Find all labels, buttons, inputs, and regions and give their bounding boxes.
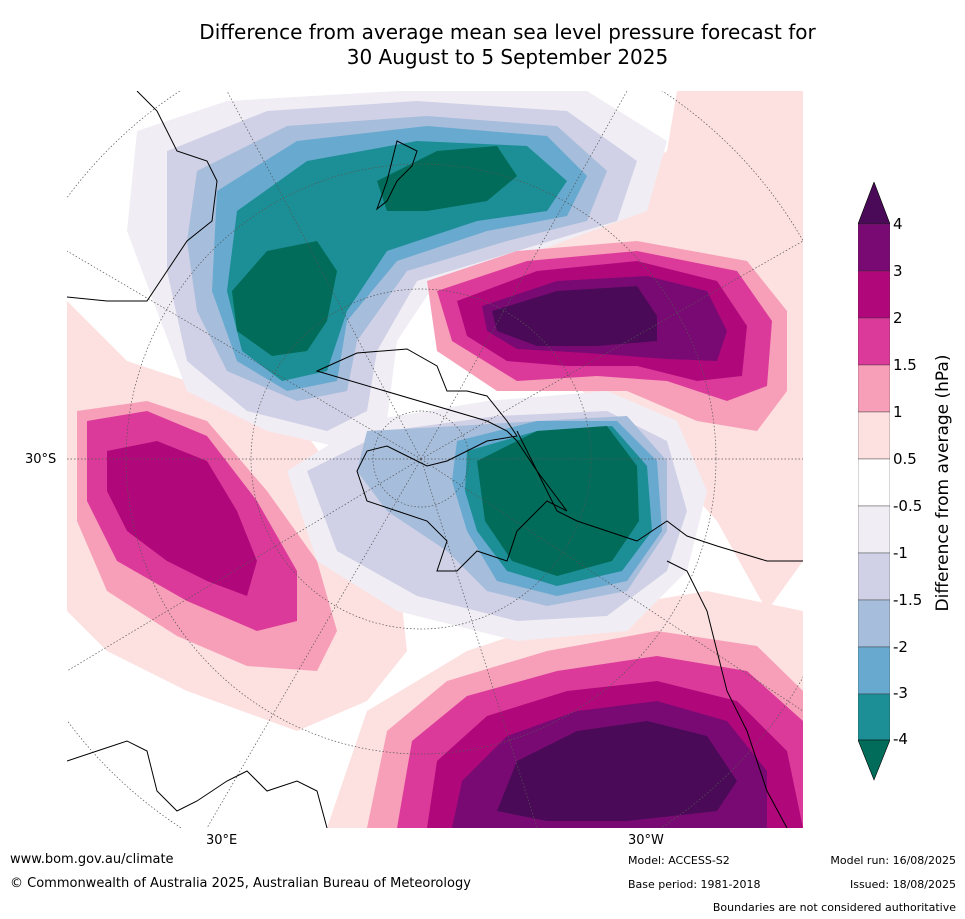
colorbar-tick-1: 1 — [893, 403, 903, 421]
colorbar-swatch-m1-m1.5 — [857, 552, 891, 601]
africa-coastline — [67, 740, 328, 828]
australia-coastline — [67, 91, 218, 302]
colorbar-swatch-m1.5-m2 — [857, 599, 891, 648]
colorbar-swatch-m3-m4 — [857, 693, 891, 741]
colorbar-tick-m1: -1 — [893, 544, 908, 562]
colorbar-swatch-above-4 — [857, 181, 891, 225]
colorbar-title: Difference from average (hPa) — [933, 354, 953, 612]
colorbar-tick-4: 4 — [893, 215, 903, 233]
map-title: Difference from average mean sea level p… — [0, 20, 965, 70]
antarctica-coastline — [315, 348, 568, 572]
colorbar-tick-2: 2 — [893, 309, 903, 327]
colorbar-tick-m1.5: -1.5 — [893, 591, 923, 609]
colorbar-tick-m2: -2 — [893, 638, 908, 656]
colorbar-swatch-3-4 — [857, 223, 891, 272]
colorbar-tick-m0.5: -0.5 — [893, 497, 923, 515]
coastlines — [67, 91, 803, 828]
anomaly-region-darkgreen-east — [377, 146, 517, 211]
graticule — [67, 91, 803, 828]
colorbar-tick-0.5: 0.5 — [893, 450, 917, 468]
colorbar-swatch-m2-m3 — [857, 646, 891, 695]
colorbar-tick-m3: -3 — [893, 684, 908, 702]
colorbar — [857, 181, 891, 782]
title-line-1: Difference from average mean sea level p… — [199, 20, 816, 44]
colorbar-swatch-m0.5-m1 — [857, 505, 891, 554]
boundaries-disclaimer: Boundaries are not considered authoritat… — [712, 901, 956, 914]
lat-label-30s: 30°S — [25, 452, 57, 467]
anomaly-region-darkpurple-lobe-ne — [492, 286, 657, 346]
lon-label-30e: 30°E — [206, 833, 238, 848]
colorbar-tick-3: 3 — [893, 262, 903, 280]
south-america-coastline — [666, 560, 788, 828]
antarctic-peninsula-coastline — [516, 430, 803, 562]
colorbar-swatch-neutral — [857, 458, 891, 507]
website-link[interactable]: www.bom.gov.au/climate — [10, 852, 174, 867]
anomaly-region-darkpurple-lobe-s — [497, 721, 737, 821]
anomaly-region-darkgreen-south — [477, 426, 639, 576]
colorbar-tick-m4: -4 — [893, 730, 908, 748]
title-line-2: 30 August to 5 September 2025 — [346, 45, 669, 69]
colorbar-swatch-0.5-1 — [857, 411, 891, 460]
anomaly-region-fuchsia-lobe-w — [107, 441, 257, 596]
colorbar-tick-1.5: 1.5 — [893, 356, 917, 374]
model-run-date: Model run: 16/08/2025 — [830, 854, 956, 867]
new-zealand-coastline — [375, 140, 418, 211]
lon-label-30w: 30°W — [628, 833, 664, 848]
colorbar-swatch-2-3 — [857, 270, 891, 319]
model-name: Model: ACCESS-S2 — [628, 854, 730, 867]
colorbar-swatch-1-1.5 — [857, 364, 891, 413]
colorbar-swatch-1.5-2 — [857, 317, 891, 366]
issued-date: Issued: 18/08/2025 — [849, 878, 956, 891]
pressure-anomaly-map — [67, 91, 803, 828]
base-period: Base period: 1981-2018 — [628, 878, 761, 891]
copyright-notice: © Commonwealth of Australia 2025, Austra… — [10, 876, 471, 891]
anomaly-region-darkgreen-west — [232, 241, 337, 356]
colorbar-swatch-below-m4 — [857, 739, 891, 781]
